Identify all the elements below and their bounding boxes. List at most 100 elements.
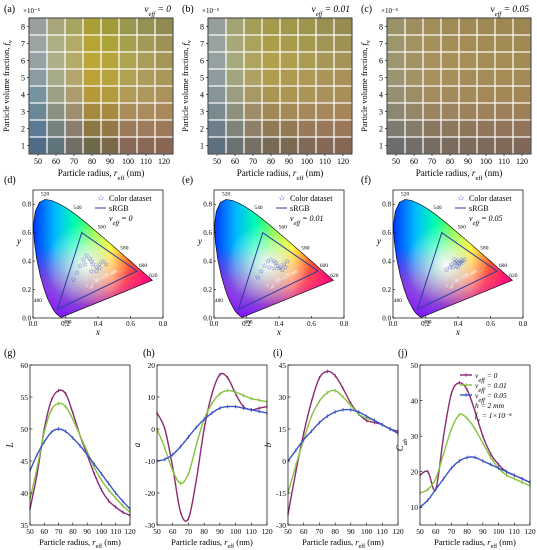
y-tick-label: -15	[276, 489, 286, 498]
x-tick-label: 0.4	[94, 320, 103, 328]
x-tick-label: 120	[516, 157, 528, 166]
color-dataset-point: ☆	[448, 260, 454, 268]
legend-label: sRGB	[469, 204, 489, 213]
heatmap-cell	[495, 18, 513, 35]
heatmap-cell	[334, 103, 352, 120]
line-panel-i: 50 60 70 80 90 100 110 120-30-150153045Particle…	[263, 361, 404, 550]
heatmap-cell	[137, 103, 155, 120]
heatmap-cell	[495, 120, 513, 137]
heatmap-cell	[495, 35, 513, 52]
heatmap-cell	[459, 35, 477, 52]
heatmap-cell	[298, 137, 316, 154]
heatmap-cell	[405, 52, 423, 69]
heatmap-cell	[119, 18, 137, 35]
legend-label: Color dataset	[290, 194, 333, 203]
x-tick-label: 60	[169, 527, 177, 536]
plot-frame	[419, 364, 531, 526]
x-tick-label: 60	[410, 157, 418, 166]
y-tick-label: 4	[200, 91, 204, 100]
y-tick-label: 0.6	[382, 229, 391, 237]
plot-background	[157, 365, 267, 525]
color-dataset-point: ☆	[88, 268, 94, 276]
color-dataset-point: ☆	[268, 256, 274, 264]
panel-title: veff = 0.05	[490, 5, 529, 18]
heatmap-cell	[47, 103, 65, 120]
heatmap-cell	[334, 35, 352, 52]
x-tick-label: 110	[110, 527, 121, 536]
y-tick-label: 6	[379, 57, 383, 66]
heatmap-cell	[83, 52, 101, 69]
heatmap-cell	[262, 35, 280, 52]
x-axis-label: x	[276, 327, 281, 337]
heatmap-cell	[280, 120, 298, 137]
x-tick-label: 0.6	[126, 320, 135, 328]
panel-label-i: (i)	[273, 348, 282, 359]
y-tick-label: 35	[21, 521, 29, 530]
y-tick-label: 0.0	[203, 315, 212, 323]
heatmap-cell	[405, 103, 423, 120]
legend-label: Color dataset	[469, 194, 512, 203]
heatmap-cell	[513, 69, 531, 86]
y-tick-label: 0.2	[203, 286, 212, 294]
x-tick-label: 120	[261, 527, 273, 536]
x-tick-label: 0.2	[242, 320, 251, 328]
plot-frame	[28, 17, 174, 155]
heatmap-cell	[83, 137, 101, 154]
y-axis-label: L	[5, 442, 15, 448]
x-tick-label: 110	[509, 527, 520, 536]
heatmap-cell	[477, 18, 495, 35]
x-axis-label: x	[455, 327, 460, 337]
heatmap-cell	[262, 18, 280, 35]
heatmap-cell	[83, 35, 101, 52]
heatmap-cell	[441, 103, 459, 120]
x-tick-label: 80	[446, 157, 454, 166]
heatmap-cell	[405, 18, 423, 35]
color-dataset-point: ☆	[258, 268, 264, 276]
y-tick-label: 50	[21, 425, 29, 434]
wavelength-label: 600	[499, 263, 508, 269]
heatmap-cell	[495, 86, 513, 103]
x-tick-label: 60	[41, 527, 49, 536]
color-dataset-point: ☆	[100, 258, 106, 266]
heatmap-cell	[137, 18, 155, 35]
heatmap-cell	[459, 69, 477, 86]
y-tick-label: -10	[145, 457, 155, 466]
heatmap-cell	[334, 69, 352, 86]
x-axis-label: Particle radius, reff (nm)	[39, 537, 121, 550]
heatmap-cell	[441, 120, 459, 137]
color-dataset-point: ☆	[90, 260, 96, 268]
color-dataset-point: ☆	[447, 263, 453, 271]
y-tick-label: 30	[411, 432, 419, 441]
heatmap-cell	[441, 52, 459, 69]
x-tick-label: 90	[479, 527, 487, 536]
y-tick-label: 20	[411, 468, 419, 477]
color-dataset-point: ☆	[74, 269, 80, 277]
heatmap-cell	[477, 137, 495, 154]
legend-marker: ☆	[278, 194, 285, 203]
srgb-triangle	[416, 231, 498, 311]
line-panel-h: 50 60 70 80 90 100 110 120 -30 -20 -10 0 10 20 Particl…	[132, 361, 273, 550]
y-tick-label: 40	[411, 397, 419, 406]
heatmap-cell	[316, 103, 334, 120]
heatmap-cell	[137, 69, 155, 86]
heatmap-cell	[119, 86, 137, 103]
y-tick-label: 4	[379, 91, 383, 100]
y-tick-label: 1	[200, 142, 204, 151]
y-tick-label: 15	[279, 425, 287, 434]
x-axis-label: Particle radius, reff (nm)	[171, 537, 253, 550]
color-dataset-point: ☆	[93, 263, 99, 271]
heatmap-cell	[101, 137, 119, 154]
x-tick-label: 90	[83, 527, 91, 536]
heatmap-cell	[208, 69, 226, 86]
heatmap-cell	[298, 103, 316, 120]
y-axis-label: a	[132, 442, 142, 447]
legend-label: Color dataset	[109, 194, 152, 203]
y-tick-label: 5	[200, 74, 204, 83]
heatmap-cell	[495, 137, 513, 154]
y-axis-label: Cab	[395, 438, 409, 451]
heatmap-cell	[459, 120, 477, 137]
heatmap-cell	[423, 103, 441, 120]
heatmap-cell	[262, 120, 280, 137]
heatmap-cell	[244, 103, 262, 120]
color-dataset-point: ☆	[96, 260, 102, 268]
